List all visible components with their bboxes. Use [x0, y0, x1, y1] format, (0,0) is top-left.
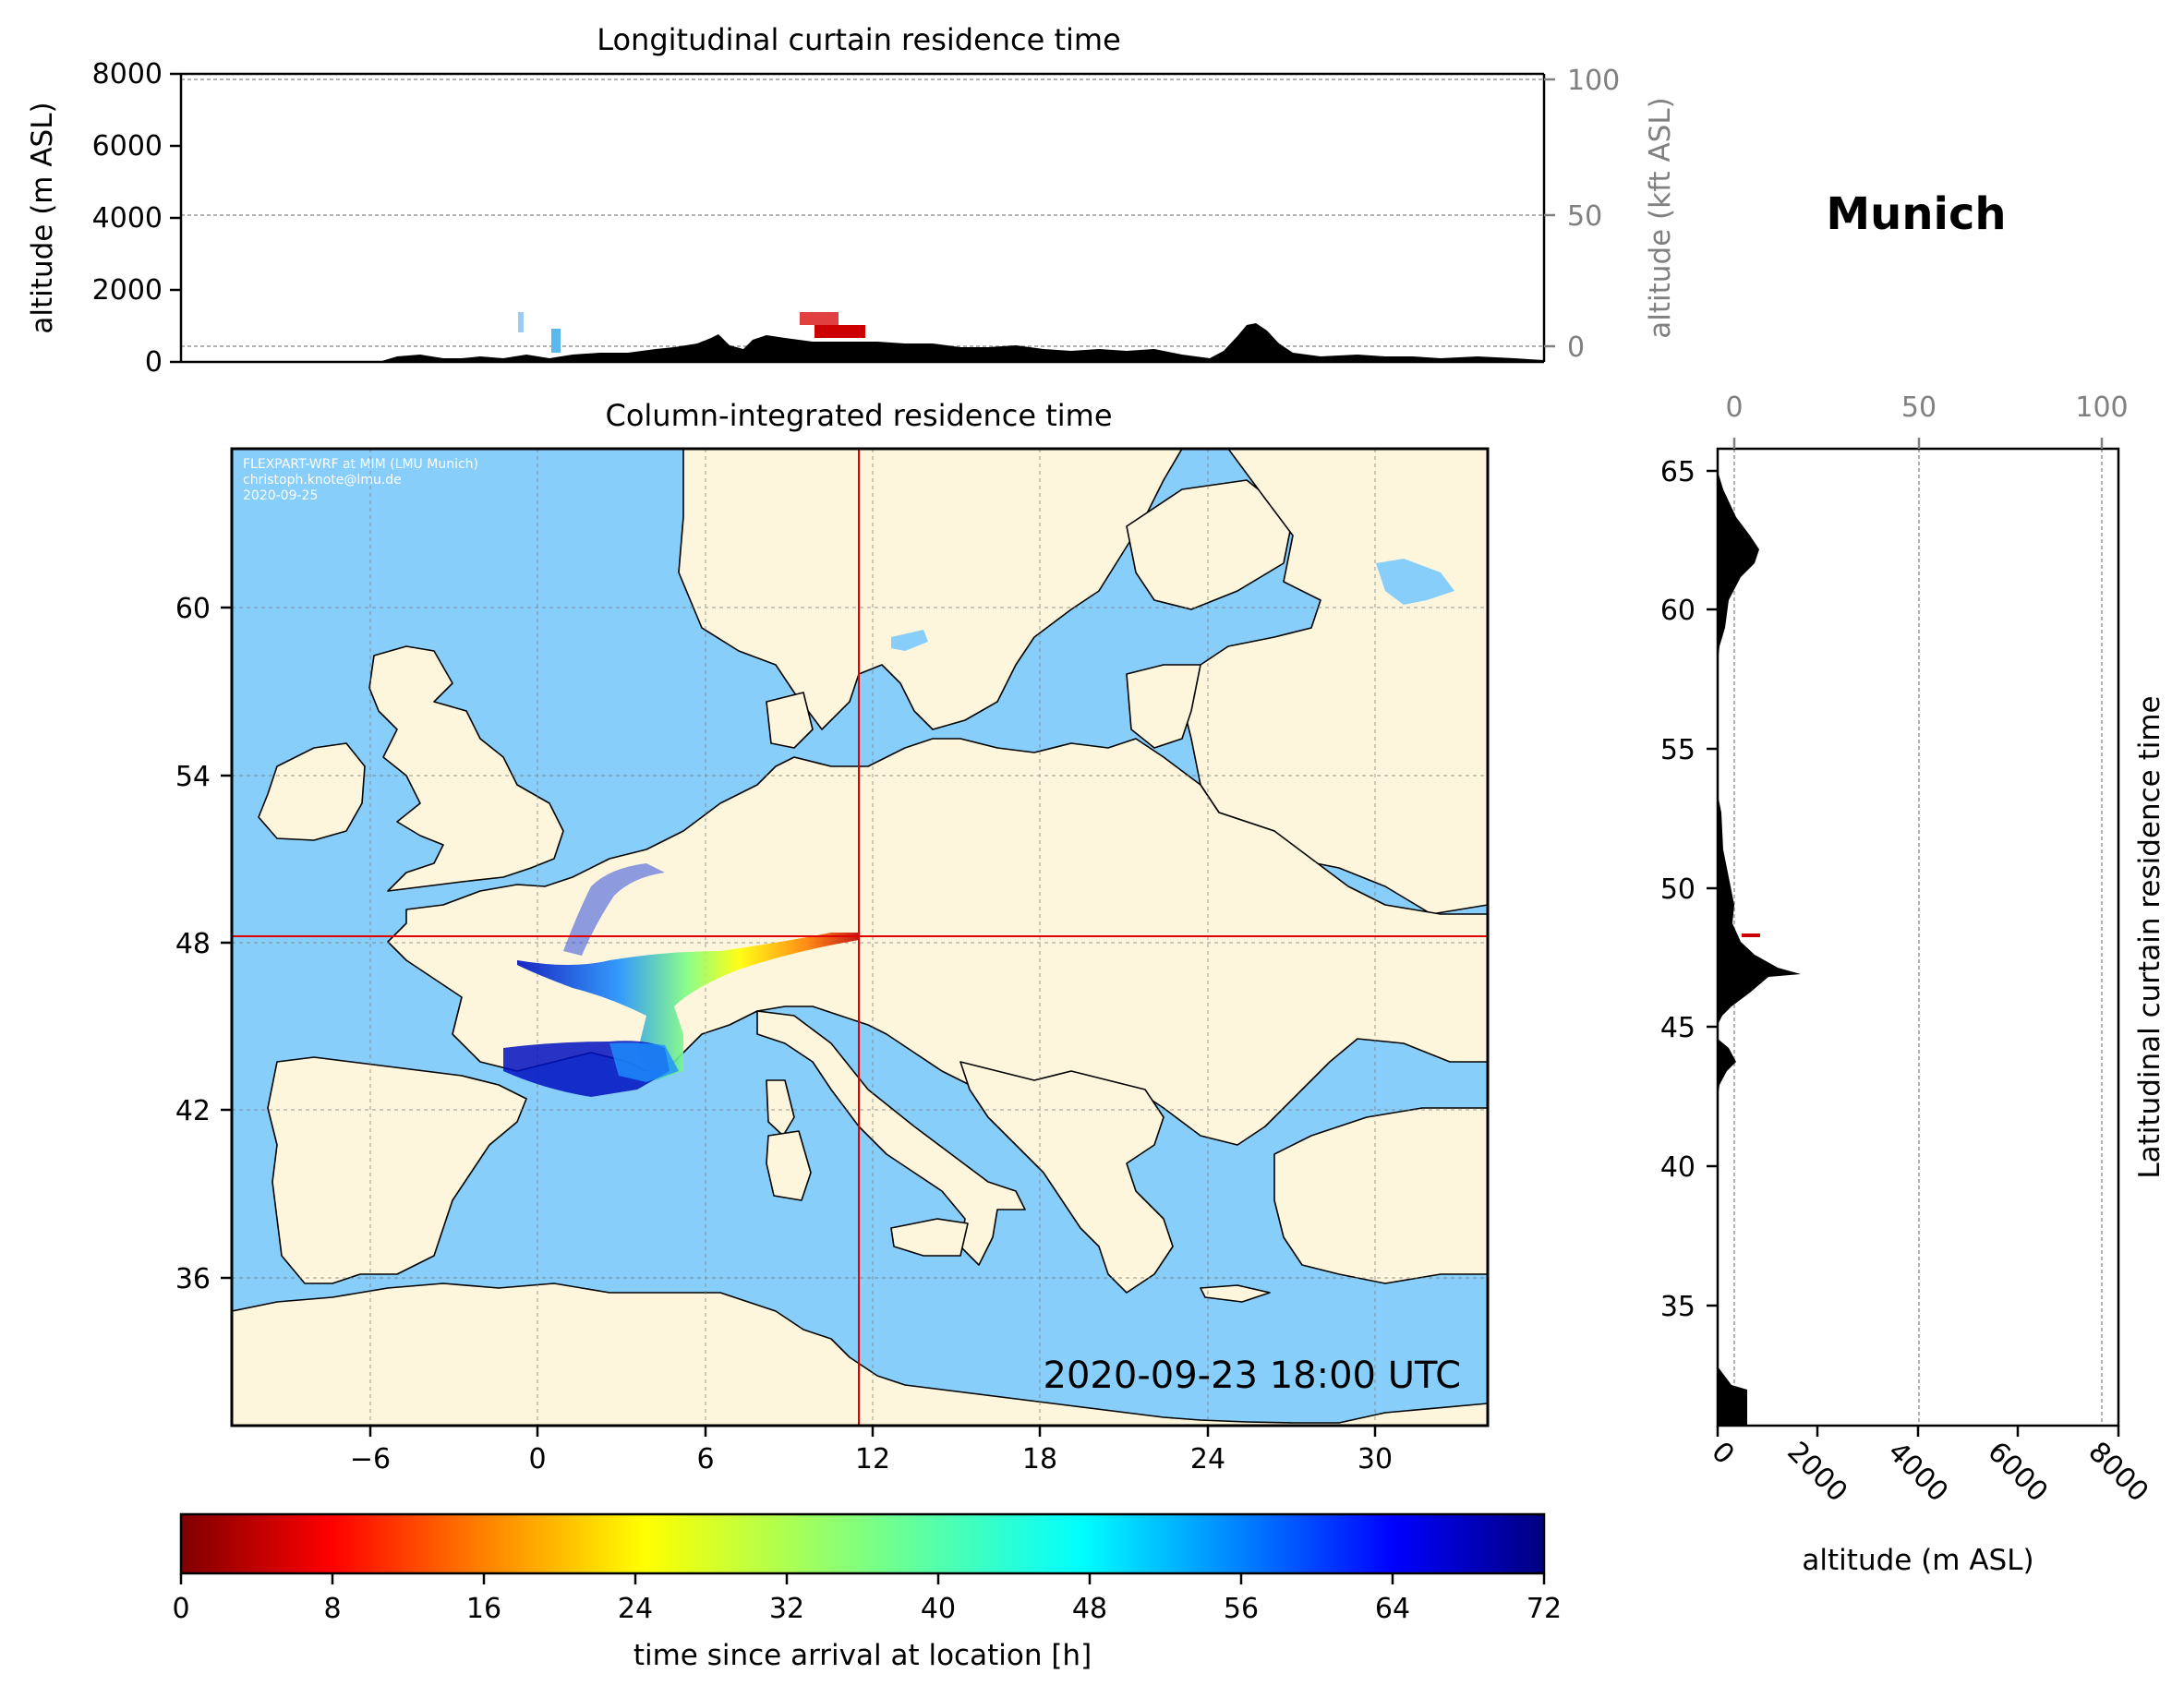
lat-tick-label: 40: [1660, 1151, 1695, 1184]
latitudinal-curtain-panel: 65 60 55 50 45 40 35 0 50 100 0 2000 400…: [1660, 391, 2166, 1577]
lat-tick-label: 55: [1660, 734, 1695, 766]
lat-tick-label: 45: [1660, 1012, 1695, 1044]
residence-blob: [814, 325, 865, 338]
location-title: Munich: [1826, 188, 2006, 240]
map-x-tick-label: 24: [1190, 1443, 1225, 1475]
map-x-tick-label: −6: [350, 1443, 391, 1475]
left-tick-label: 6000: [92, 130, 163, 163]
land-baltics: [1126, 664, 1201, 749]
land-corsica: [766, 1079, 795, 1137]
residence-blob: [518, 312, 524, 332]
lat-tick-label: 50: [1660, 873, 1695, 906]
map-x-tick-label: 0: [528, 1443, 546, 1475]
map-y-tick-label: 36: [175, 1263, 211, 1295]
bottom-altitude-tick-label: 4000: [1881, 1436, 1954, 1509]
top-kft-tick-label: 0: [1725, 391, 1743, 424]
top-panel-title: Longitudinal curtain residence time: [597, 22, 1121, 57]
left-tick-label: 0: [145, 346, 163, 379]
residence-blob: [800, 312, 839, 325]
bottom-altitude-tick-label: 0: [1705, 1436, 1740, 1471]
left-tick-label: 2000: [92, 274, 163, 307]
bottom-altitude-tick-label: 6000: [1981, 1436, 2054, 1509]
map-panel-title: Column-integrated residence time: [605, 398, 1112, 433]
land-north-africa: [232, 1283, 1488, 1426]
colorbar-tick-label: 32: [769, 1593, 804, 1625]
map-x-tick-label: 30: [1357, 1443, 1393, 1475]
colorbar: 0 8 16 24 32 40 48 56 64 72 time since a…: [172, 1512, 1562, 1672]
lat-tick-label: 60: [1660, 595, 1695, 627]
left-tick-label: 4000: [92, 202, 163, 235]
map-frame: [230, 447, 1490, 1427]
colorbar-tick-label: 8: [323, 1593, 341, 1625]
map-x-tick-label: 6: [696, 1443, 714, 1475]
left-tick-label: 8000: [92, 58, 163, 90]
colorbar-tick-label: 48: [1072, 1593, 1107, 1625]
colorbar-label: time since arrival at location [h]: [633, 1639, 1092, 1672]
map-y-tick-label: 48: [175, 928, 211, 960]
lat-tick-label: 65: [1660, 456, 1695, 488]
land-sardinia: [766, 1130, 812, 1201]
lake-ladoga: [1376, 559, 1454, 605]
map-timestamp: 2020-09-23 18:00 UTC: [1044, 1355, 1461, 1397]
credit-line: 2020-09-25: [243, 488, 318, 503]
top-kft-tick-label: 100: [2075, 391, 2128, 424]
credit-line: christoph.knote@lmu.de: [243, 473, 402, 488]
right-panel-x-label: altitude (m ASL): [1802, 1544, 2033, 1577]
residence-blob: [551, 329, 561, 353]
terrain-profile: [181, 323, 1544, 362]
land-denmark: [766, 692, 814, 749]
lat-tick-label: 35: [1660, 1291, 1695, 1323]
residence-blob: [1742, 933, 1760, 937]
top-kft-tick-label: 50: [1901, 391, 1937, 424]
right-panel-frame: [1716, 447, 2120, 1427]
colorbar-tick-label: 24: [618, 1593, 653, 1625]
map-y-tick-label: 42: [175, 1095, 211, 1127]
latitudinal-terrain-profile: [1718, 471, 1801, 1426]
land-scandinavia: [678, 449, 1183, 730]
credit-line: FLEXPART-WRF at MIM (LMU Munich): [243, 457, 478, 472]
bottom-altitude-tick-label: 8000: [2081, 1436, 2154, 1509]
top-right-axis-label: altitude (kft ASL): [1644, 97, 1677, 338]
right-tick-label: 0: [1567, 331, 1585, 364]
colorbar-tick-label: 0: [172, 1593, 189, 1625]
lake: [891, 630, 928, 651]
map-y-tick-label: 54: [175, 761, 211, 793]
colorbar-gradient: [179, 1512, 1546, 1575]
map-panel: Column-integrated residence time: [175, 398, 1490, 1475]
longitudinal-curtain-panel: Longitudinal curtain residence time 0 20…: [26, 22, 1677, 379]
land-finland: [1126, 479, 1294, 610]
land-balkans: [959, 1061, 1174, 1294]
map-x-tick-label: 12: [855, 1443, 890, 1475]
right-tick-label: 100: [1567, 65, 1620, 97]
bottom-altitude-tick-label: 2000: [1780, 1436, 1853, 1509]
map-x-tick-label: 18: [1022, 1443, 1057, 1475]
top-left-axis-label: altitude (m ASL): [26, 102, 59, 333]
right-panel-y-label: Latitudinal curtain residence time: [2133, 695, 2166, 1178]
land-italy: [756, 1010, 1026, 1266]
map-y-tick-label: 60: [175, 593, 211, 625]
colorbar-tick-label: 16: [466, 1593, 501, 1625]
land-crete: [1200, 1284, 1271, 1303]
land-turkey: [1273, 1107, 1488, 1284]
colorbar-tick-label: 40: [921, 1593, 956, 1625]
right-tick-label: 50: [1567, 200, 1602, 233]
land-great-britain: [368, 645, 564, 892]
residence-plume: [503, 863, 859, 1097]
colorbar-tick-label: 64: [1375, 1593, 1410, 1625]
land-ireland: [258, 742, 366, 841]
land-sicily: [890, 1218, 969, 1257]
land-iberia: [267, 1056, 527, 1284]
colorbar-tick-label: 56: [1224, 1593, 1259, 1625]
colorbar-tick-label: 72: [1526, 1593, 1562, 1625]
